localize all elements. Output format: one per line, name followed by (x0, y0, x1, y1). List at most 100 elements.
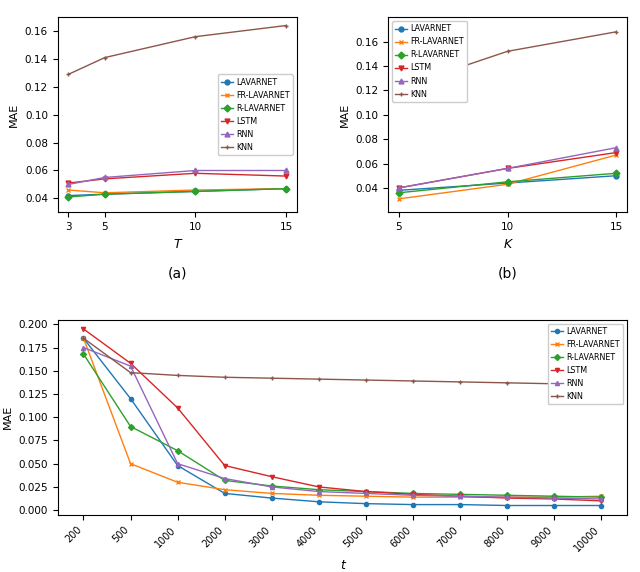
LSTM (282, 173, 290, 180)
R-LAVARNET (191, 188, 199, 195)
Line: R-LAVARNET: R-LAVARNET (66, 186, 289, 200)
LSTM (362, 488, 370, 495)
KNN (503, 379, 511, 386)
Line: R-LAVARNET: R-LAVARNET (396, 171, 619, 195)
KNN (65, 71, 72, 78)
R-LAVARNET (598, 494, 605, 500)
Y-axis label: MAE: MAE (339, 102, 349, 127)
Line: LSTM: LSTM (66, 171, 289, 185)
RNN (127, 363, 134, 370)
X-axis label: K: K (504, 237, 511, 251)
R-LAVARNET (268, 483, 276, 490)
R-LAVARNET (65, 193, 72, 200)
R-LAVARNET (395, 189, 403, 196)
LSTM (550, 495, 558, 502)
LAVARNET (191, 188, 199, 195)
RNN (315, 488, 323, 495)
LSTM (315, 483, 323, 490)
KNN (409, 378, 417, 384)
RNN (174, 460, 182, 467)
R-LAVARNET (221, 477, 228, 484)
RNN (598, 495, 605, 502)
LAVARNET (395, 187, 403, 194)
FR-LAVARNET (79, 335, 87, 341)
KNN (598, 382, 605, 388)
Legend: LAVARNET, FR-LAVARNET, R-LAVARNET, LSTM, RNN, KNN: LAVARNET, FR-LAVARNET, R-LAVARNET, LSTM,… (218, 74, 293, 155)
LSTM (598, 498, 605, 505)
LAVARNET (101, 190, 109, 197)
Line: RNN: RNN (396, 145, 619, 190)
RNN (101, 174, 109, 181)
FR-LAVARNET (268, 490, 276, 497)
Line: RNN: RNN (81, 345, 604, 501)
Line: KNN: KNN (81, 336, 604, 387)
Line: KNN: KNN (396, 29, 619, 90)
Legend: LAVARNET, FR-LAVARNET, R-LAVARNET, LSTM, RNN, KNN: LAVARNET, FR-LAVARNET, R-LAVARNET, LSTM,… (548, 324, 623, 404)
RNN (503, 494, 511, 500)
KNN (127, 369, 134, 376)
R-LAVARNET (456, 491, 464, 498)
RNN (612, 144, 620, 151)
LSTM (101, 176, 109, 182)
R-LAVARNET (504, 178, 511, 185)
R-LAVARNET (612, 170, 620, 177)
FR-LAVARNET (362, 493, 370, 500)
RNN (191, 167, 199, 174)
R-LAVARNET (174, 447, 182, 454)
RNN (65, 181, 72, 188)
FR-LAVARNET (504, 181, 511, 188)
KNN (79, 335, 87, 341)
LSTM (503, 495, 511, 502)
KNN (101, 54, 109, 61)
KNN (612, 29, 620, 35)
RNN (409, 492, 417, 499)
R-LAVARNET (550, 493, 558, 500)
LAVARNET (503, 502, 511, 509)
X-axis label: T: T (173, 237, 181, 251)
RNN (268, 483, 276, 490)
RNN (504, 165, 511, 172)
R-LAVARNET (503, 492, 511, 499)
Line: FR-LAVARNET: FR-LAVARNET (66, 186, 289, 195)
KNN (268, 375, 276, 382)
R-LAVARNET (127, 423, 134, 430)
RNN (395, 185, 403, 192)
Text: (b): (b) (498, 267, 517, 281)
LAVARNET (79, 335, 87, 341)
LSTM (79, 325, 87, 332)
LAVARNET (174, 462, 182, 469)
LAVARNET (598, 502, 605, 509)
Line: LAVARNET: LAVARNET (66, 186, 289, 198)
LSTM (395, 185, 403, 192)
LSTM (221, 462, 228, 469)
LAVARNET (612, 172, 620, 179)
R-LAVARNET (79, 351, 87, 358)
LAVARNET (362, 500, 370, 507)
RNN (362, 490, 370, 497)
KNN (395, 85, 403, 92)
LSTM (504, 165, 511, 172)
Line: LAVARNET: LAVARNET (81, 336, 604, 507)
KNN (504, 48, 511, 55)
FR-LAVARNET (101, 189, 109, 196)
R-LAVARNET (362, 488, 370, 495)
Legend: LAVARNET, FR-LAVARNET, R-LAVARNET, LSTM, RNN, KNN: LAVARNET, FR-LAVARNET, R-LAVARNET, LSTM,… (392, 21, 467, 102)
KNN (221, 374, 228, 381)
R-LAVARNET (282, 185, 290, 192)
Text: (a): (a) (168, 267, 187, 281)
Line: LSTM: LSTM (81, 327, 604, 503)
LSTM (409, 491, 417, 498)
FR-LAVARNET (65, 186, 72, 193)
LAVARNET (550, 502, 558, 509)
LAVARNET (409, 501, 417, 508)
Line: LSTM: LSTM (396, 150, 619, 190)
Y-axis label: MAE: MAE (9, 102, 19, 127)
FR-LAVARNET (127, 460, 134, 467)
FR-LAVARNET (221, 486, 228, 493)
Line: FR-LAVARNET: FR-LAVARNET (81, 336, 604, 499)
RNN (221, 475, 228, 482)
KNN (550, 380, 558, 387)
LSTM (65, 180, 72, 186)
KNN (315, 376, 323, 383)
RNN (456, 493, 464, 500)
